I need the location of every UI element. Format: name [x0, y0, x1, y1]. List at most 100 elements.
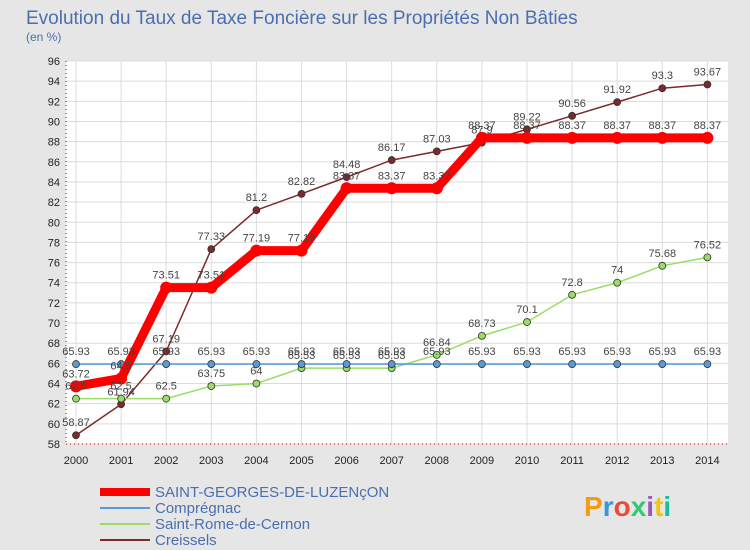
data-point: [658, 360, 667, 368]
legend-label: Creissels: [155, 532, 217, 549]
y-tick-label: 96: [48, 56, 60, 68]
grid: [66, 60, 728, 445]
y-tick-label: 76: [48, 258, 60, 270]
data-label: 83.37: [333, 170, 361, 182]
data-point: [162, 360, 171, 368]
data-label: 58.87: [62, 417, 90, 429]
data-label: 77.19: [288, 233, 316, 245]
legend-label: Comprégnac: [155, 500, 241, 517]
data-point: [297, 360, 306, 368]
data-label: 72.8: [561, 277, 582, 289]
data-point: [342, 360, 351, 368]
y-tick-label: 80: [48, 217, 60, 229]
legend-label: Saint-Rome-de-Cernon: [155, 516, 310, 533]
data-label: 86.17: [378, 142, 406, 154]
data-label: 62.5: [110, 381, 131, 393]
data-label: 70.1: [516, 304, 537, 316]
data-label: 65.93: [468, 346, 496, 358]
data-point: [521, 131, 533, 144]
data-label: 77.33: [198, 231, 226, 243]
data-point: [160, 281, 173, 294]
y-tick-label: 60: [48, 419, 60, 431]
data-label: 87.03: [423, 133, 451, 145]
data-point: [115, 372, 128, 385]
data-point: [703, 360, 712, 368]
y-tick-label: 70: [48, 318, 60, 330]
data-point: [611, 131, 624, 144]
chart-title: Evolution du Taux de Taxe Foncière sur l…: [26, 8, 578, 29]
y-tick-label: 68: [48, 338, 60, 350]
data-point: [658, 84, 667, 93]
x-tick-label: 2009: [470, 455, 494, 467]
data-point: [385, 182, 398, 195]
data-label: 88.37: [558, 120, 586, 132]
data-label: 77.19: [243, 233, 271, 245]
data-point: [207, 245, 216, 254]
data-point: [340, 182, 353, 195]
x-tick-label: 2014: [695, 455, 719, 467]
x-tick-label: 2000: [64, 455, 88, 467]
data-label: 73.51: [198, 270, 226, 282]
data-label: 88.37: [468, 120, 496, 132]
x-tick-label: 2011: [560, 455, 584, 467]
data-point: [701, 131, 714, 144]
data-label: 63.72: [62, 368, 90, 380]
y-tick-label: 86: [48, 157, 60, 169]
legend: SAINT-GEORGES-DE-LUZENçONComprégnacSaint…: [100, 484, 389, 549]
data-point: [477, 331, 486, 340]
data-point: [72, 431, 80, 440]
data-point: [432, 147, 441, 156]
data-point: [430, 182, 443, 195]
x-tick-label: 2013: [650, 455, 674, 467]
data-label: 75.68: [649, 248, 677, 260]
data-label: 65.53: [333, 350, 361, 362]
data-point: [613, 360, 622, 368]
data-label: 65.93: [649, 346, 677, 358]
data-point: [387, 360, 396, 368]
data-point: [72, 360, 80, 368]
data-point: [568, 111, 576, 120]
data-label: 66.84: [423, 337, 451, 349]
x-tick-label: 2007: [379, 455, 403, 467]
data-label: 83.37: [423, 170, 451, 182]
data-point: [432, 351, 441, 359]
data-point: [656, 131, 669, 144]
data-label: 88.37: [649, 120, 677, 132]
x-tick-label: 2012: [605, 455, 629, 467]
data-label: 65.93: [558, 346, 586, 358]
data-point: [162, 347, 171, 356]
data-point: [250, 244, 263, 257]
data-label: 65.93: [288, 346, 316, 358]
y-tick-label: 72: [48, 298, 60, 310]
data-label: 65.93: [107, 346, 135, 358]
x-tick-label: 2003: [199, 455, 223, 467]
data-label: 65.93: [603, 346, 631, 358]
x-tick-label: 2001: [109, 455, 133, 467]
data-label: 61.94: [107, 386, 135, 398]
data-point: [207, 360, 216, 368]
data-point: [523, 318, 531, 326]
data-point: [252, 379, 261, 388]
y-tick-label: 74: [48, 278, 60, 290]
data-label: 63.75: [198, 368, 226, 380]
data-label: 65.93: [423, 346, 451, 358]
data-point: [342, 173, 351, 182]
data-point: [432, 360, 441, 368]
data-point: [297, 189, 306, 198]
y-tick-label: 84: [48, 177, 60, 189]
data-label: 65.93: [694, 346, 722, 358]
data-point: [117, 394, 125, 403]
data-point: [566, 131, 579, 144]
data-label: 64: [250, 366, 262, 378]
series-layer: [70, 80, 714, 440]
data-label: 68.73: [468, 318, 496, 330]
data-point: [703, 80, 712, 89]
data-point: [658, 261, 667, 270]
data-label: 76.52: [694, 239, 722, 251]
data-label: 65.93: [243, 346, 271, 358]
x-tick-label: 2006: [334, 455, 358, 467]
data-point: [477, 360, 486, 368]
x-tick-label: 2002: [154, 455, 178, 467]
data-point: [568, 290, 576, 299]
data-label: 89.22: [513, 111, 541, 123]
